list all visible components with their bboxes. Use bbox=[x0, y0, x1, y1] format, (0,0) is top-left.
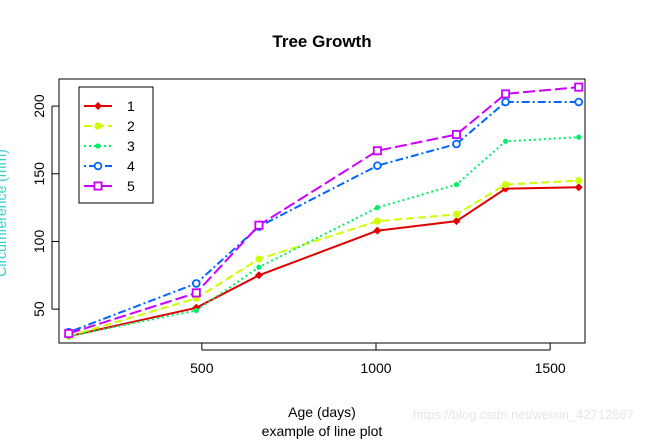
x-tick-label: 1000 bbox=[360, 360, 391, 376]
legend-label: 4 bbox=[127, 158, 135, 174]
legend-marker bbox=[94, 102, 102, 110]
legend-marker bbox=[93, 181, 103, 191]
data-point bbox=[255, 255, 263, 263]
legend-label: 1 bbox=[127, 98, 135, 114]
legend-item: 5 bbox=[84, 178, 135, 194]
y-tick-label: 200 bbox=[31, 94, 47, 118]
data-point bbox=[373, 226, 382, 235]
legend: 1 2 3 4 5 bbox=[78, 86, 154, 204]
data-point bbox=[501, 97, 510, 107]
y-axis: 50 100 150 200 bbox=[31, 94, 59, 317]
series-1 bbox=[64, 183, 583, 341]
data-point bbox=[254, 271, 263, 280]
x-axis-label: Age (days) bbox=[288, 404, 356, 420]
legend-item: 4 bbox=[84, 158, 135, 174]
chart-subtitle: example of line plot bbox=[262, 423, 383, 439]
legend-label: 5 bbox=[127, 178, 135, 194]
data-point bbox=[64, 329, 74, 339]
y-tick-label: 100 bbox=[31, 230, 47, 254]
watermark-text: https://blog.csdn.net/weixin_42712867 bbox=[412, 407, 634, 422]
y-axis-label: Circumference (mm) bbox=[0, 149, 9, 277]
legend-label: 2 bbox=[127, 118, 135, 134]
data-point bbox=[373, 161, 382, 170]
data-point bbox=[256, 264, 262, 270]
legend-item: 1 bbox=[84, 98, 135, 114]
data-point bbox=[574, 97, 584, 107]
legend-marker bbox=[94, 122, 102, 130]
x-tick-label: 500 bbox=[190, 360, 214, 376]
legend-marker bbox=[95, 143, 101, 149]
legend-item: 2 bbox=[84, 118, 135, 134]
data-point bbox=[372, 146, 382, 156]
data-point bbox=[374, 205, 380, 211]
x-tick-label: 1500 bbox=[535, 360, 566, 376]
data-point bbox=[501, 89, 511, 99]
data-point bbox=[453, 182, 460, 188]
series-5 bbox=[64, 82, 584, 339]
data-point bbox=[191, 279, 201, 288]
series-layer bbox=[64, 82, 584, 341]
data-point bbox=[373, 217, 381, 225]
legend-item: 3 bbox=[84, 138, 135, 154]
data-point bbox=[193, 307, 199, 314]
chart-title: Tree Growth bbox=[272, 32, 371, 51]
data-point bbox=[254, 220, 264, 230]
data-point bbox=[191, 288, 201, 298]
data-point bbox=[502, 138, 509, 144]
data-point bbox=[451, 130, 461, 140]
data-point bbox=[501, 181, 510, 189]
data-point bbox=[575, 176, 583, 185]
x-axis: 500 1000 1500 bbox=[190, 343, 566, 376]
data-point bbox=[574, 82, 584, 92]
data-point bbox=[574, 183, 583, 192]
data-point bbox=[576, 134, 582, 140]
data-point bbox=[452, 210, 461, 218]
y-tick-label: 150 bbox=[31, 162, 47, 186]
legend-label: 3 bbox=[127, 138, 135, 154]
plot-area bbox=[58, 78, 586, 344]
series-line bbox=[68, 179, 579, 338]
y-tick-label: 50 bbox=[31, 301, 47, 317]
data-point bbox=[452, 139, 461, 149]
data-point bbox=[452, 217, 461, 226]
legend-marker bbox=[93, 161, 103, 171]
